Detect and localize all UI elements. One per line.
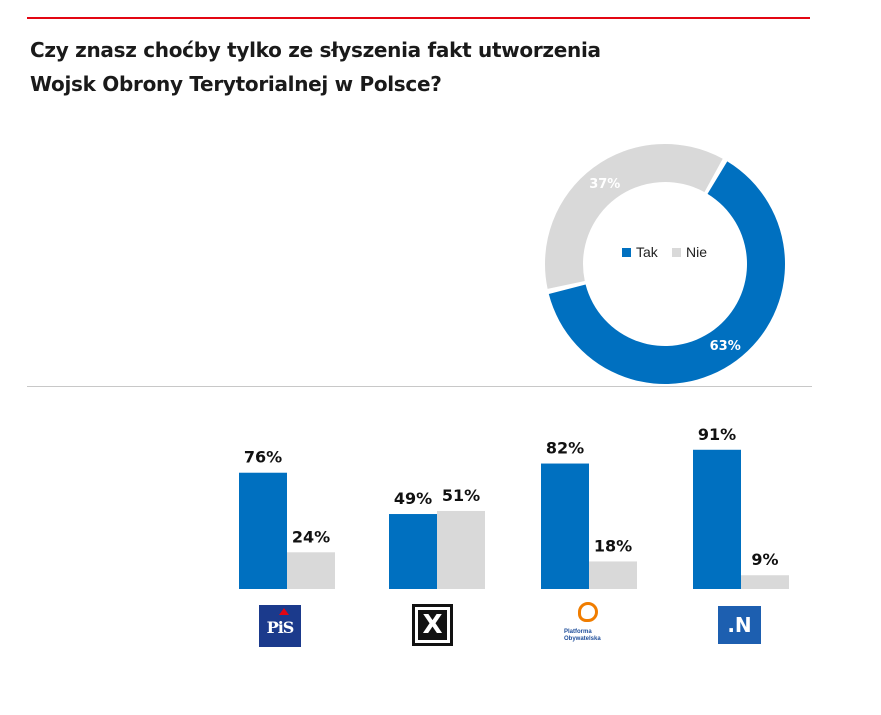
bar-tak-1 bbox=[389, 514, 437, 589]
legend-swatch-nie bbox=[672, 248, 681, 257]
donut-slice-tak bbox=[548, 161, 785, 384]
legend-label-nie: Nie bbox=[686, 244, 707, 260]
top-accent-rule bbox=[27, 17, 810, 19]
donut-label-tak: 63% bbox=[710, 339, 741, 354]
pis-logo: PiS bbox=[259, 605, 301, 647]
po-swirl-icon bbox=[578, 602, 598, 622]
bar-nie-3 bbox=[741, 575, 789, 589]
legend-swatch-tak bbox=[622, 248, 631, 257]
bar-label-tak-0: 76% bbox=[244, 448, 282, 467]
chart-title: Czy znasz choćby tylko ze słyszenia fakt… bbox=[30, 33, 730, 101]
bar-tak-0 bbox=[239, 472, 287, 589]
bar-label-tak-1: 49% bbox=[394, 489, 432, 508]
nowoczesna-logo: .N bbox=[718, 606, 761, 644]
title-line-1: Czy znasz choćby tylko ze słyszenia fakt… bbox=[30, 38, 601, 62]
bar-label-nie-1: 51% bbox=[442, 486, 480, 505]
donut-label-nie: 37% bbox=[589, 177, 620, 192]
donut-slice-nie bbox=[545, 144, 723, 289]
bar-nie-2 bbox=[589, 561, 637, 589]
pis-logo-text: PiS bbox=[266, 618, 295, 637]
bar-label-nie-2: 18% bbox=[594, 536, 632, 555]
po-logo: Platforma Obywatelska bbox=[560, 602, 620, 650]
section-divider bbox=[27, 386, 812, 387]
legend-label-tak: Tak bbox=[636, 244, 659, 260]
po-logo-text: Platforma Obywatelska bbox=[564, 629, 601, 642]
bar-nie-0 bbox=[287, 552, 335, 589]
bar-tak-3 bbox=[693, 449, 741, 589]
title-line-2: Wojsk Obrony Terytorialnej w Polsce? bbox=[30, 72, 442, 96]
bar-tak-2 bbox=[541, 463, 589, 589]
kukiz-logo: X bbox=[412, 604, 453, 646]
nowoczesna-logo-text: .N bbox=[727, 613, 752, 637]
bar-label-nie-0: 24% bbox=[292, 527, 330, 546]
kukiz-logo-mark: X bbox=[422, 610, 443, 640]
bar-nie-1 bbox=[437, 510, 485, 589]
bar-label-tak-3: 91% bbox=[698, 425, 736, 444]
bar-label-nie-3: 9% bbox=[751, 550, 778, 569]
bar-label-tak-2: 82% bbox=[546, 439, 584, 458]
pis-crown-icon bbox=[279, 608, 289, 615]
